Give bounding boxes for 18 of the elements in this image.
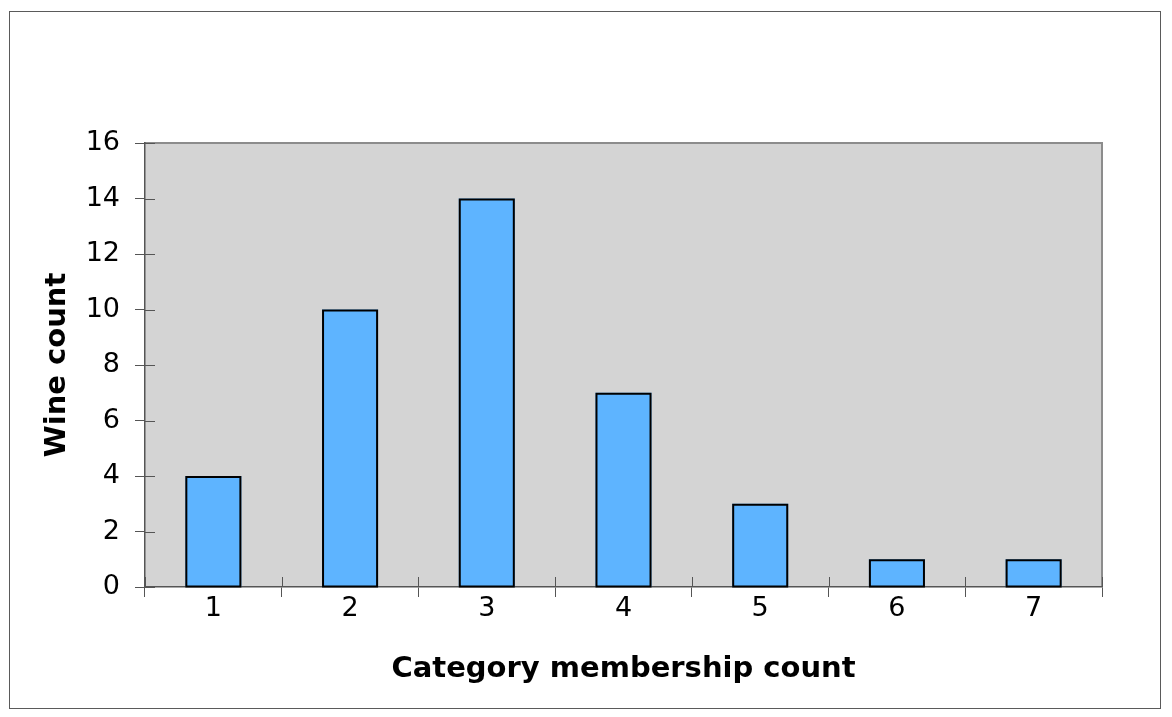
y-tick-label: 2 — [102, 513, 120, 545]
x-axis-title: Category membership count — [391, 650, 856, 685]
x-tick-label: 6 — [888, 591, 906, 623]
y-tick-label: 16 — [85, 125, 120, 157]
y-tick-label: 0 — [102, 569, 120, 601]
y-axis-title: Wine count — [37, 272, 72, 458]
y-tick-label: 4 — [102, 458, 120, 490]
y-tick-label: 12 — [85, 236, 120, 268]
y-tick-label: 6 — [102, 402, 120, 434]
x-tick-label: 7 — [1025, 591, 1043, 623]
y-tick-label: 8 — [102, 347, 120, 379]
x-tick-label: 4 — [614, 591, 633, 623]
y-tick-label: 14 — [85, 180, 120, 212]
x-tick-label: 3 — [478, 591, 496, 623]
x-tick-label: 5 — [751, 591, 769, 623]
y-tick-label: 10 — [85, 291, 120, 323]
x-tick-label: 2 — [341, 591, 359, 623]
x-tick-label: 1 — [204, 591, 222, 623]
